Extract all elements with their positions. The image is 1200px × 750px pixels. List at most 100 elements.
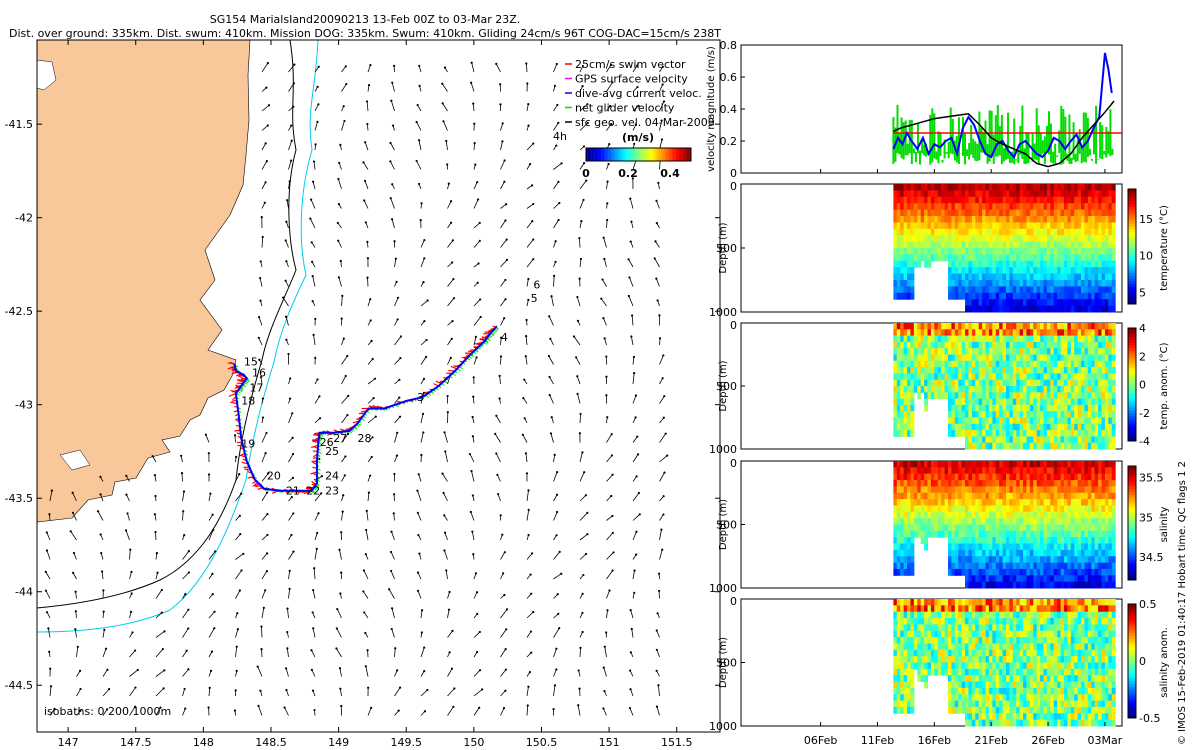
current-arrow (629, 277, 634, 287)
section-cell (1046, 254, 1051, 262)
section-cell (1050, 379, 1055, 387)
current-arrow-head (99, 533, 102, 536)
section-cell (1019, 280, 1024, 287)
current-arrow-head (554, 260, 557, 263)
section-cell (1081, 222, 1085, 230)
section-cell (893, 499, 898, 506)
section-cell (1019, 360, 1024, 368)
section-cell (1043, 190, 1048, 198)
section-cell (1009, 280, 1014, 287)
section-cell (1009, 354, 1014, 362)
section-cell (934, 341, 939, 349)
section-cell (951, 360, 956, 368)
section-cell (1002, 273, 1007, 281)
section-cell (924, 248, 929, 255)
section-cell (903, 196, 908, 204)
section-cell (971, 524, 976, 532)
section-cell (1108, 260, 1113, 268)
section-cell (1094, 305, 1099, 313)
section-cell (1101, 241, 1106, 249)
current-arrow (182, 550, 190, 560)
current-arrow (500, 609, 508, 619)
section-cell (920, 241, 925, 249)
current-arrow-head (366, 649, 369, 652)
current-arrow-head (74, 610, 77, 613)
section-cell (1084, 442, 1089, 450)
section-cell (910, 241, 915, 249)
current-arrow (606, 552, 614, 560)
current-arrow-head (99, 475, 102, 478)
section-cell (975, 473, 980, 481)
current-arrow-head (661, 548, 664, 551)
section-cell (971, 492, 976, 500)
current-arrow-head (233, 434, 237, 437)
section-cell (975, 248, 980, 255)
section-cell (985, 190, 990, 198)
section-cell (1057, 341, 1062, 349)
section-colorbar-cell (1128, 424, 1136, 428)
section-cell (951, 203, 956, 211)
section-cell (1050, 260, 1055, 268)
section-cell (920, 386, 925, 393)
section-cell (965, 254, 969, 262)
current-arrow (391, 628, 395, 638)
section-cell (947, 267, 952, 275)
section-cell (1033, 286, 1038, 294)
section-cell (1053, 305, 1058, 313)
section-cell (985, 228, 990, 236)
section-cell (982, 581, 987, 589)
section-cell (896, 486, 901, 494)
section-cell (1070, 196, 1075, 204)
section-cell (971, 184, 976, 191)
legend-label: 25cm/s swim vector (575, 58, 686, 71)
section-cell (1104, 442, 1109, 450)
section-cell (1098, 228, 1103, 236)
section-cell (903, 235, 908, 243)
section-cell (1091, 341, 1096, 349)
section-cell (1060, 235, 1065, 243)
section-cell (947, 530, 952, 538)
current-arrow-head (423, 238, 426, 242)
section-cell (1009, 222, 1014, 230)
section-cell (985, 392, 990, 400)
section-cell (1053, 354, 1058, 362)
section-cell (1029, 442, 1034, 450)
section-cell (1104, 254, 1109, 262)
colorbar-cell (664, 148, 667, 161)
section-cell (1043, 299, 1048, 307)
section-cell (1111, 367, 1116, 374)
section-cell (947, 492, 952, 500)
section-cell (999, 467, 1004, 475)
inland-lake (59, 449, 91, 471)
section-cell (1005, 184, 1010, 191)
current-arrow-head (317, 512, 320, 515)
section-cell (1002, 254, 1007, 262)
section-cell (1060, 267, 1065, 275)
current-arrow (155, 631, 165, 638)
section-cell (961, 562, 966, 570)
section-colorbar-cell (1128, 435, 1136, 439)
section-cell (947, 549, 952, 557)
section-cell (1033, 341, 1038, 349)
current-arrow-head (473, 142, 476, 145)
current-arrow-head (389, 141, 392, 145)
section-cell (992, 335, 997, 343)
current-arrow-head (344, 374, 347, 378)
section-cell (1026, 398, 1031, 406)
section-cell (1091, 411, 1096, 418)
section-cell (1074, 411, 1079, 418)
section-cell (896, 329, 901, 337)
section-cell (1023, 267, 1027, 275)
section-cell (934, 467, 939, 475)
current-arrow-head (453, 687, 456, 690)
current-arrow (365, 666, 369, 677)
section-cell (978, 411, 983, 418)
current-arrow (553, 685, 556, 697)
section-cell (1067, 323, 1072, 330)
section-cell (920, 248, 925, 255)
section-cell (1005, 323, 1010, 330)
track-label: 25 (325, 445, 339, 458)
section-cell (982, 235, 987, 243)
section-cell (927, 386, 932, 393)
current-arrow (261, 182, 266, 190)
